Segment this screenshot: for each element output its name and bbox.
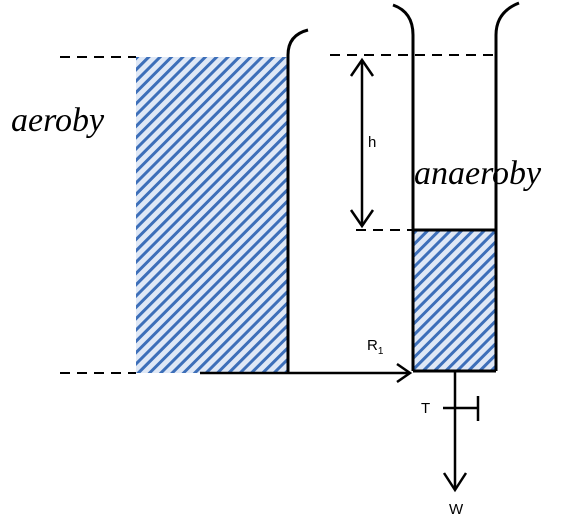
t-label: T [421,400,430,417]
outflow-arrow-head [442,472,468,493]
anaerobic-tank-right-wall [494,1,520,371]
anaeroby-label: anaeroby [414,155,542,192]
anaerobic-tank-fill [414,230,496,371]
aeroby-label: aeroby [11,102,105,139]
w-label: W [449,501,464,518]
h-arrow-bottom-head [349,209,375,229]
h-arrow-top-head [349,57,375,77]
r1-label-subscript: 1 [378,346,384,357]
h-label: h [368,134,376,151]
r1-label-main: R [367,337,378,354]
aerobic-tank-fill [136,57,288,373]
r1-label: R1 [367,337,384,357]
aerobic-tank-wall [286,28,309,373]
anaerobic-tank-left-wall [392,3,415,371]
r1-arrow-head [396,362,413,384]
